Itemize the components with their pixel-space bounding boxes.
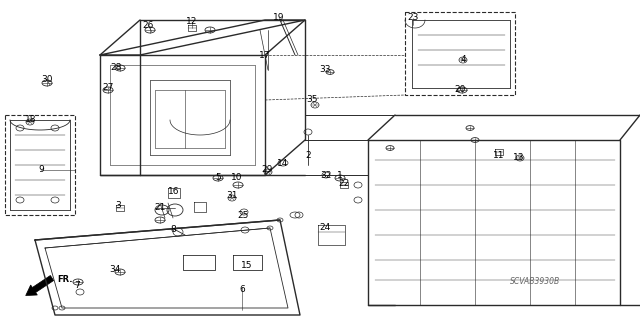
Text: 27: 27 — [102, 84, 114, 93]
Text: 9: 9 — [38, 166, 44, 174]
Text: 16: 16 — [168, 188, 180, 197]
Text: 12: 12 — [186, 18, 198, 26]
Text: 29: 29 — [261, 166, 273, 174]
Text: 17: 17 — [259, 50, 271, 60]
Text: 1: 1 — [337, 170, 343, 180]
Text: 4: 4 — [460, 56, 466, 64]
FancyArrow shape — [26, 276, 54, 295]
Text: 28: 28 — [110, 63, 122, 72]
Text: 25: 25 — [237, 211, 249, 219]
Text: 23: 23 — [407, 13, 419, 23]
Text: 24: 24 — [319, 224, 331, 233]
Text: 5: 5 — [215, 174, 221, 182]
Text: 8: 8 — [170, 226, 176, 234]
Text: 33: 33 — [319, 65, 331, 75]
Text: 10: 10 — [231, 174, 243, 182]
Text: 22: 22 — [339, 179, 349, 188]
Text: SCVAB3930B: SCVAB3930B — [510, 278, 560, 286]
Text: 26: 26 — [142, 20, 154, 29]
Text: 21: 21 — [154, 204, 166, 212]
Text: 2: 2 — [305, 151, 311, 160]
Text: 35: 35 — [307, 95, 317, 105]
Text: 7: 7 — [74, 280, 80, 290]
Text: 15: 15 — [241, 261, 253, 270]
Text: 3: 3 — [115, 201, 121, 210]
Text: 11: 11 — [493, 151, 505, 160]
Text: 13: 13 — [513, 152, 525, 161]
Text: FR.: FR. — [57, 275, 72, 284]
Text: 6: 6 — [239, 286, 245, 294]
Text: 14: 14 — [277, 159, 289, 167]
Text: 20: 20 — [454, 85, 466, 94]
Text: 30: 30 — [41, 76, 52, 85]
Text: 31: 31 — [227, 190, 237, 199]
Text: 34: 34 — [109, 265, 121, 275]
Text: 32: 32 — [320, 170, 332, 180]
Text: 19: 19 — [273, 12, 285, 21]
Text: 18: 18 — [25, 115, 36, 124]
